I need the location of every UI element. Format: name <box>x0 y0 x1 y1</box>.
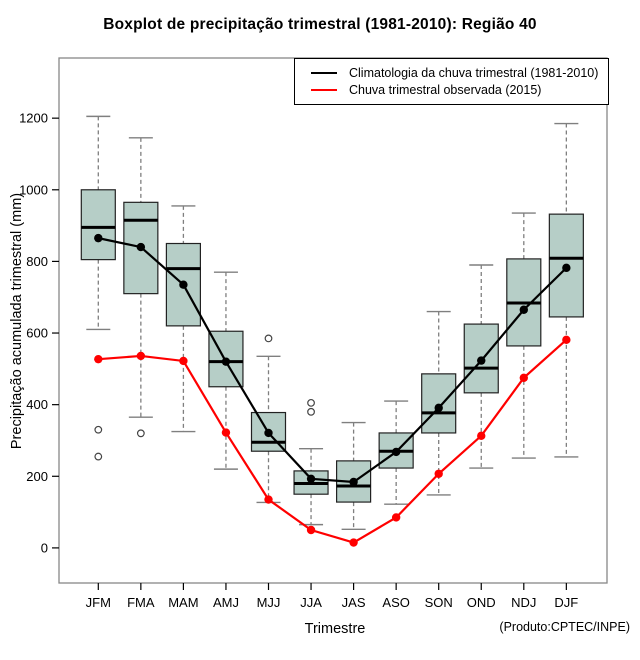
observed-point-OND <box>477 431 486 441</box>
box-FMA <box>123 137 159 438</box>
box-NDJ <box>506 212 542 459</box>
x-tick-label: NDJ <box>511 595 536 610</box>
box-JJA <box>293 398 329 526</box>
x-tick-label: AMJ <box>213 595 239 610</box>
x-tick-label: SON <box>425 595 453 610</box>
climatology-point-NDJ <box>519 305 528 314</box>
x-tick-label: MAM <box>168 595 198 610</box>
y-tick-label: 1200 <box>19 111 48 126</box>
box-JFM <box>80 115 116 461</box>
box-DJF <box>548 122 584 458</box>
iqr-box <box>463 323 499 394</box>
y-tick-label: 800 <box>26 254 48 269</box>
iqr-box <box>80 189 116 261</box>
observed-point-DJF <box>562 335 571 345</box>
outlier-point <box>94 425 103 434</box>
x-tick-label: JAS <box>342 595 366 610</box>
legend-label-climatology: Climatologia da chuva trimestral (1981-2… <box>349 65 599 80</box>
iqr-box <box>421 373 457 434</box>
x-axis-title: Trimestre <box>304 621 366 637</box>
observed-point-FMA <box>136 351 146 361</box>
observed-line-swatch <box>311 88 337 91</box>
legend-row-climatology: Climatologia da chuva trimestral (1981-2… <box>303 64 600 81</box>
x-tick-label: JFM <box>86 595 111 610</box>
box-OND <box>463 264 499 469</box>
climatology-point-DJF <box>562 263 571 273</box>
outlier-point <box>307 398 315 407</box>
observed-point-NDJ <box>519 373 528 382</box>
observed-point-JJA <box>306 525 316 535</box>
legend-label-observed: Chuva trimestral observada (2015) <box>349 82 542 97</box>
climatology-point-JAS <box>349 477 358 487</box>
legend: Climatologia da chuva trimestral (1981-2… <box>294 58 609 105</box>
box-MJJ <box>250 334 287 504</box>
climatology-line <box>98 237 568 484</box>
outlier-point <box>94 452 103 461</box>
y-tick-label: 600 <box>26 326 48 341</box>
outlier-point <box>307 407 315 416</box>
box-MAM <box>165 205 201 433</box>
x-tick-label: MJJ <box>257 595 281 610</box>
x-tick-label: DJF <box>554 595 578 610</box>
climatology-point-AMJ <box>221 357 231 366</box>
outlier-point <box>264 334 273 343</box>
climatology-point-ASO <box>391 447 401 457</box>
observed-point-SON <box>434 469 443 478</box>
climatology-point-SON <box>434 403 443 413</box>
climatology-point-MJJ <box>264 428 273 438</box>
observed-line <box>98 339 568 544</box>
climatology-point-FMA <box>136 242 146 252</box>
x-tick-label: JJA <box>300 595 322 610</box>
observed-point-MJJ <box>264 495 273 504</box>
box-JAS <box>336 421 372 530</box>
x-tick-label: OND <box>467 595 496 610</box>
x-tick-label: ASO <box>382 595 409 610</box>
climatology-point-JJA <box>306 474 316 483</box>
observed-point-AMJ <box>221 428 231 437</box>
legend-row-observed: Chuva trimestral observada (2015) <box>303 81 600 98</box>
chart-title: Boxplot de precipitação trimestral (1981… <box>103 16 537 33</box>
observed-point-ASO <box>391 513 401 522</box>
observed-point-JFM <box>94 354 103 364</box>
y-tick-label: 1000 <box>19 182 48 197</box>
observed-point-JAS <box>349 538 358 547</box>
climatology-point-OND <box>477 356 486 365</box>
outlier-point <box>136 429 145 438</box>
footer-note: (Produto:CPTEC/INPE) <box>499 620 630 634</box>
observed-point-MAM <box>179 356 188 366</box>
climatology-line-swatch <box>311 71 337 74</box>
box-AMJ <box>208 271 244 470</box>
y-tick-label: 0 <box>41 540 48 555</box>
x-tick-label: FMA <box>127 595 155 610</box>
climatology-point-MAM <box>179 280 188 289</box>
box-SON <box>421 310 457 496</box>
y-tick-label: 200 <box>26 469 48 484</box>
climatology-point-JFM <box>94 233 103 243</box>
y-tick-label: 400 <box>26 397 48 412</box>
